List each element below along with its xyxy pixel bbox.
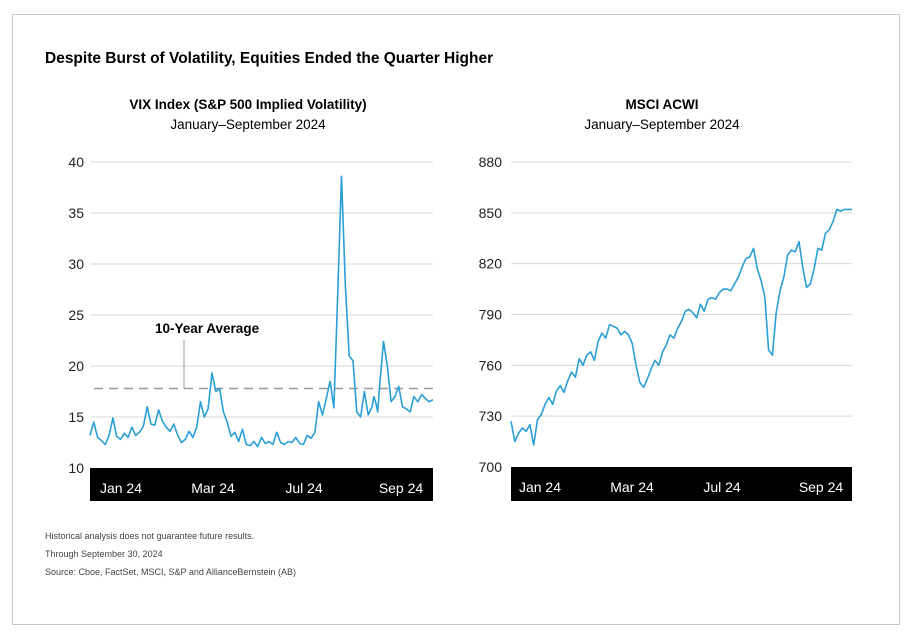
msci-x-tick-label: Jul 24	[703, 479, 741, 495]
footnotes: Historical analysis does not guarantee f…	[45, 527, 296, 581]
vix-chart-subtitle: January–September 2024	[170, 117, 326, 132]
footnote-date: Through September 30, 2024	[45, 549, 163, 559]
vix-y-tick-label: 40	[68, 154, 84, 170]
vix-y-tick-label: 20	[68, 358, 84, 374]
vix-x-tick-label: Sep 24	[379, 480, 424, 496]
vix-y-tick-label: 15	[68, 409, 84, 425]
footnote-disclaimer: Historical analysis does not guarantee f…	[45, 531, 255, 541]
vix-y-tick-label: 25	[68, 307, 84, 323]
msci-x-tick-label: Mar 24	[610, 479, 654, 495]
vix-series-line	[89, 175, 434, 448]
vix-y-tick-label: 10	[68, 460, 84, 476]
msci-series-line	[510, 208, 852, 446]
vix-x-tick-label: Mar 24	[191, 480, 235, 496]
vix-reference-label: 10-Year Average	[155, 321, 260, 336]
msci-y-tick-label: 850	[479, 205, 503, 221]
vix-y-tick-label: 30	[68, 256, 84, 272]
vix-x-tick-label: Jul 24	[285, 480, 323, 496]
msci-y-tick-label: 760	[479, 357, 503, 373]
figure-title: Despite Burst of Volatility, Equities En…	[45, 50, 494, 67]
msci-x-axis-band	[511, 467, 852, 501]
msci-chart-title: MSCI ACWI	[625, 97, 699, 112]
msci-y-tick-label: 700	[479, 459, 503, 475]
msci-y-tick-label: 820	[479, 256, 503, 272]
msci-y-tick-label: 880	[479, 154, 503, 170]
msci-x-tick-label: Sep 24	[799, 479, 844, 495]
vix-chart-title: VIX Index (S&P 500 Implied Volatility)	[129, 97, 367, 112]
vix-x-axis-band	[90, 468, 433, 501]
msci-chart-subtitle: January–September 2024	[584, 117, 740, 132]
msci-x-tick-label: Jan 24	[519, 479, 561, 495]
msci-y-tick-label: 730	[479, 408, 503, 424]
vix-x-tick-label: Jan 24	[100, 480, 142, 496]
footnote-source: Source: Cboe, FactSet, MSCI, S&P and All…	[45, 567, 296, 577]
figure-frame	[12, 14, 900, 625]
msci-y-tick-label: 790	[479, 307, 503, 323]
vix-y-tick-label: 35	[68, 205, 84, 221]
